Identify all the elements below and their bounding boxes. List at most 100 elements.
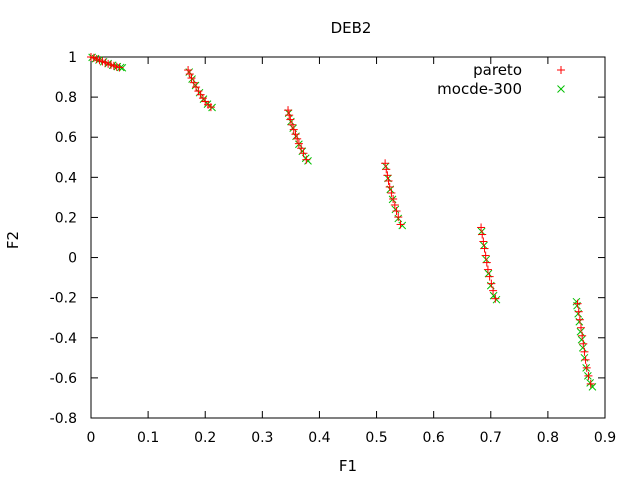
legend-marker-mocde-300 bbox=[557, 85, 565, 93]
pareto-point bbox=[184, 66, 193, 75]
pareto-point bbox=[381, 159, 390, 168]
y-tick-label: -0.2 bbox=[50, 291, 77, 307]
y-tick-label: -0.4 bbox=[50, 331, 77, 347]
pareto-point bbox=[192, 83, 201, 92]
pareto-point bbox=[574, 307, 583, 316]
pareto-point bbox=[288, 120, 297, 129]
legend-label-mocde-300: mocde-300 bbox=[437, 80, 522, 98]
y-tick-label: 0.8 bbox=[55, 90, 77, 106]
pareto-point bbox=[291, 130, 300, 139]
pareto-point bbox=[382, 165, 391, 174]
pareto-point bbox=[390, 201, 399, 210]
chart-title: DEB2 bbox=[331, 19, 372, 37]
x-tick-label: 0.8 bbox=[537, 430, 559, 446]
x-tick-label: 0 bbox=[87, 430, 96, 446]
pareto-point bbox=[394, 213, 403, 222]
pareto-point bbox=[289, 125, 298, 134]
pareto-point bbox=[302, 155, 311, 164]
plot-border bbox=[90, 56, 606, 419]
pareto-point bbox=[491, 294, 500, 303]
pareto-point bbox=[189, 78, 198, 87]
y-tick-label: 0 bbox=[68, 251, 77, 267]
pareto-point bbox=[586, 379, 595, 388]
pareto-point bbox=[575, 315, 584, 324]
pareto-point bbox=[389, 194, 398, 203]
mocde-point bbox=[480, 241, 488, 250]
mocde-point bbox=[586, 379, 595, 387]
pareto-point bbox=[487, 279, 496, 288]
mocde-point bbox=[588, 383, 597, 391]
x-tick-label: 0.6 bbox=[423, 430, 445, 446]
data-points bbox=[87, 53, 597, 391]
pareto-point bbox=[385, 182, 394, 191]
x-axis-ticks: 0 0.1 0.2 0.3 0.4 0.5 0.6 0.7 0.8 0.9 bbox=[87, 57, 616, 446]
mocde-point bbox=[391, 205, 400, 214]
pareto-point bbox=[392, 207, 401, 216]
pareto-point bbox=[582, 363, 591, 372]
pareto-point bbox=[387, 188, 396, 197]
y-tick-label: 0.4 bbox=[55, 170, 77, 186]
x-tick-label: 0.5 bbox=[365, 430, 387, 446]
pareto-point bbox=[196, 90, 205, 99]
x-tick-label: 0.3 bbox=[251, 430, 273, 446]
mocde-point bbox=[381, 162, 390, 171]
x-tick-label: 0.4 bbox=[308, 430, 330, 446]
pareto-point bbox=[481, 251, 490, 260]
pareto-point bbox=[478, 230, 487, 239]
pareto-point bbox=[396, 220, 405, 229]
x-tick-label: 0.7 bbox=[480, 430, 502, 446]
pareto-point bbox=[286, 115, 295, 124]
y-tick-label: -0.8 bbox=[50, 411, 77, 427]
mocde-point bbox=[577, 335, 586, 344]
plot-frame bbox=[90, 56, 606, 419]
mocde-point bbox=[576, 327, 585, 336]
mocde-point bbox=[484, 269, 493, 278]
pareto-point bbox=[580, 347, 589, 356]
pareto-point bbox=[485, 272, 494, 281]
y-tick-label: 1 bbox=[68, 50, 77, 66]
pareto-point bbox=[293, 134, 302, 143]
x-axis-title: F1 bbox=[339, 457, 357, 475]
y-tick-label: -0.6 bbox=[50, 371, 77, 387]
mocde-point bbox=[489, 291, 498, 300]
mocde-point bbox=[304, 157, 312, 165]
x-tick-label: 0.2 bbox=[194, 430, 216, 446]
pareto-point bbox=[206, 103, 215, 112]
pareto-point bbox=[482, 258, 491, 267]
pareto-point bbox=[187, 74, 196, 83]
legend-marker-pareto bbox=[557, 66, 565, 74]
pareto-point bbox=[480, 244, 489, 253]
pareto-point bbox=[579, 339, 588, 348]
legend-label-pareto: pareto bbox=[473, 61, 522, 79]
mocde-point bbox=[398, 221, 407, 230]
x-tick-label: 0.1 bbox=[137, 430, 159, 446]
pareto-point bbox=[285, 111, 294, 120]
pareto-point bbox=[584, 371, 593, 380]
pareto-point bbox=[573, 299, 582, 308]
pareto-point bbox=[477, 223, 486, 232]
pareto-point bbox=[578, 331, 587, 340]
mocde-point bbox=[492, 295, 501, 304]
pareto-point bbox=[284, 106, 293, 115]
pareto-point bbox=[115, 63, 124, 72]
x-tick-label: 0.9 bbox=[594, 430, 616, 446]
mocde-point bbox=[578, 343, 587, 352]
pareto-point bbox=[297, 144, 306, 153]
pareto-point bbox=[577, 323, 586, 332]
pareto-point bbox=[383, 171, 392, 180]
pareto-point bbox=[294, 139, 303, 148]
y-axis-ticks: 1 0.8 0.6 0.4 0.2 0 -0.2 -0.4 -0.6 -0.8 bbox=[50, 50, 605, 427]
y-tick-label: 0.2 bbox=[55, 210, 77, 226]
pareto-point bbox=[299, 149, 308, 158]
y-tick-label: 0.6 bbox=[55, 130, 77, 146]
pareto-point bbox=[489, 286, 498, 295]
pareto-point bbox=[384, 176, 393, 185]
y-axis-title: F2 bbox=[4, 231, 22, 249]
mocde-point bbox=[482, 255, 491, 264]
pareto-point bbox=[581, 355, 590, 364]
pareto-point bbox=[479, 237, 488, 246]
pareto-point bbox=[483, 265, 492, 274]
mocde-point bbox=[477, 227, 486, 236]
